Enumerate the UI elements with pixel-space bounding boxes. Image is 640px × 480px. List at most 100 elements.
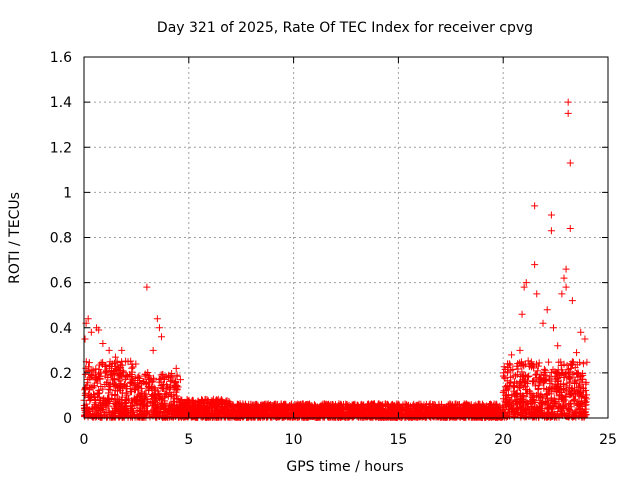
data-point — [481, 406, 489, 414]
data-point — [486, 404, 494, 412]
data-point — [430, 411, 438, 419]
data-point — [533, 290, 541, 298]
data-point — [137, 380, 145, 388]
y-tick-label: 0.6 — [50, 276, 72, 292]
y-tick-label: 0 — [63, 411, 72, 427]
data-point — [329, 401, 337, 409]
data-point — [522, 371, 530, 379]
data-point — [147, 375, 155, 383]
data-point — [566, 159, 574, 167]
data-point — [161, 390, 169, 398]
data-point — [132, 360, 140, 368]
data-point — [95, 326, 103, 334]
data-point — [295, 408, 303, 416]
data-point — [154, 400, 162, 408]
data-point — [128, 371, 136, 379]
data-point — [118, 358, 126, 366]
data-point — [229, 401, 237, 409]
data-point — [216, 397, 224, 405]
data-point — [518, 398, 526, 406]
data-point — [99, 385, 107, 393]
data-point — [170, 410, 178, 418]
data-point — [521, 413, 529, 421]
data-point — [189, 407, 197, 415]
data-point — [507, 378, 515, 386]
data-point — [513, 390, 521, 398]
data-point — [452, 413, 460, 421]
data-point — [104, 389, 112, 397]
data-point — [159, 371, 167, 379]
data-point — [554, 408, 562, 416]
data-point — [84, 390, 92, 398]
data-point — [528, 394, 536, 402]
y-tick-label: 0.2 — [50, 366, 72, 382]
data-point — [517, 393, 525, 401]
data-point — [100, 410, 108, 418]
data-point — [522, 360, 530, 368]
data-point — [115, 385, 123, 393]
data-point — [549, 397, 557, 405]
data-point — [84, 315, 92, 323]
data-point — [503, 413, 511, 421]
data-point — [514, 360, 522, 368]
data-point — [244, 409, 252, 417]
data-point — [81, 335, 89, 343]
data-point — [379, 405, 387, 413]
data-point — [153, 315, 161, 323]
data-point — [504, 369, 512, 377]
data-point — [158, 333, 166, 341]
y-tick-label: 1.2 — [50, 140, 72, 156]
data-point — [122, 400, 130, 408]
data-point — [110, 380, 118, 388]
data-point — [554, 376, 562, 384]
data-point — [155, 391, 163, 399]
data-point — [255, 413, 263, 421]
data-point — [563, 382, 571, 390]
data-point — [398, 413, 406, 421]
data-point — [572, 390, 580, 398]
data-point — [231, 408, 239, 416]
data-point — [264, 410, 272, 418]
data-point — [137, 398, 145, 406]
data-point — [103, 402, 111, 410]
data-point — [258, 401, 266, 409]
data-point — [523, 373, 531, 381]
data-point — [284, 405, 292, 413]
data-point — [367, 405, 375, 413]
data-point — [529, 377, 537, 385]
data-point — [235, 412, 243, 420]
data-point — [299, 400, 307, 408]
data-point — [253, 403, 261, 411]
data-point — [192, 413, 200, 421]
data-point — [376, 401, 384, 409]
x-tick-label: 10 — [285, 432, 303, 448]
data-point — [105, 407, 113, 415]
data-point — [582, 380, 590, 388]
data-point — [455, 401, 463, 409]
data-point — [199, 397, 207, 405]
data-point — [303, 410, 311, 418]
data-point — [172, 386, 180, 394]
data-point — [573, 370, 581, 378]
data-point — [148, 399, 156, 407]
data-point — [534, 386, 542, 394]
data-point — [358, 407, 366, 415]
data-point — [520, 283, 528, 291]
data-point — [576, 389, 584, 397]
data-point — [135, 372, 143, 380]
data-point — [304, 402, 312, 410]
data-point — [285, 413, 293, 421]
data-point — [429, 405, 437, 413]
y-tick-label: 1 — [63, 185, 72, 201]
data-point — [138, 388, 146, 396]
data-point — [543, 385, 551, 393]
data-point — [324, 410, 332, 418]
data-point — [296, 401, 304, 409]
data-point — [528, 378, 536, 386]
data-point — [527, 360, 535, 368]
data-point — [191, 403, 199, 411]
data-point — [136, 401, 144, 409]
data-point — [514, 383, 522, 391]
data-point — [389, 402, 397, 410]
data-point — [561, 386, 569, 394]
